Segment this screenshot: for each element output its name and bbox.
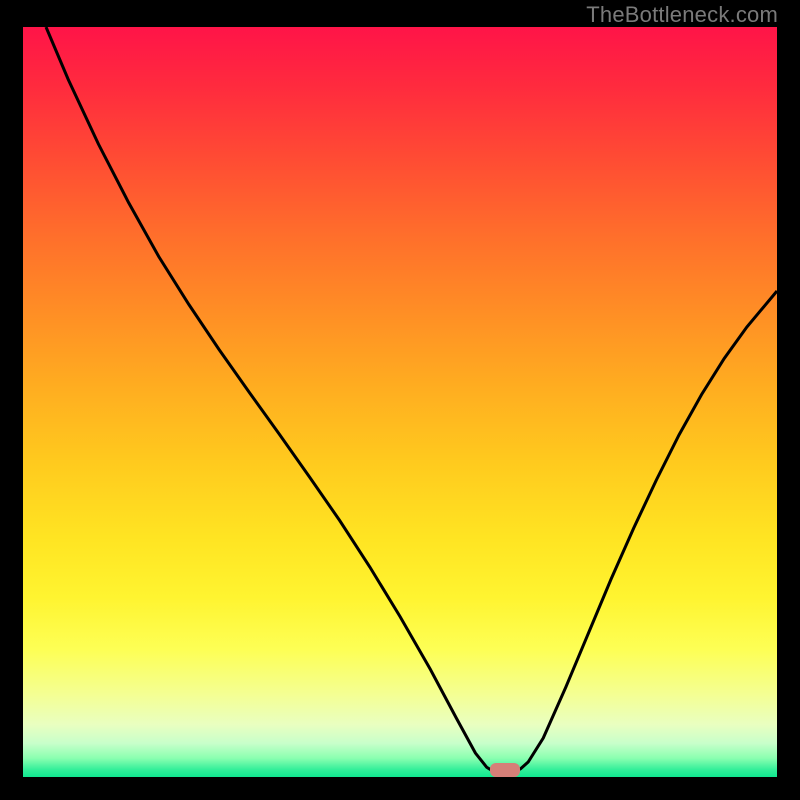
optimum-marker bbox=[490, 763, 520, 777]
curve-path bbox=[46, 27, 777, 771]
bottleneck-curve bbox=[23, 27, 777, 777]
plot-area bbox=[23, 27, 777, 777]
watermark-text: TheBottleneck.com bbox=[586, 2, 778, 28]
